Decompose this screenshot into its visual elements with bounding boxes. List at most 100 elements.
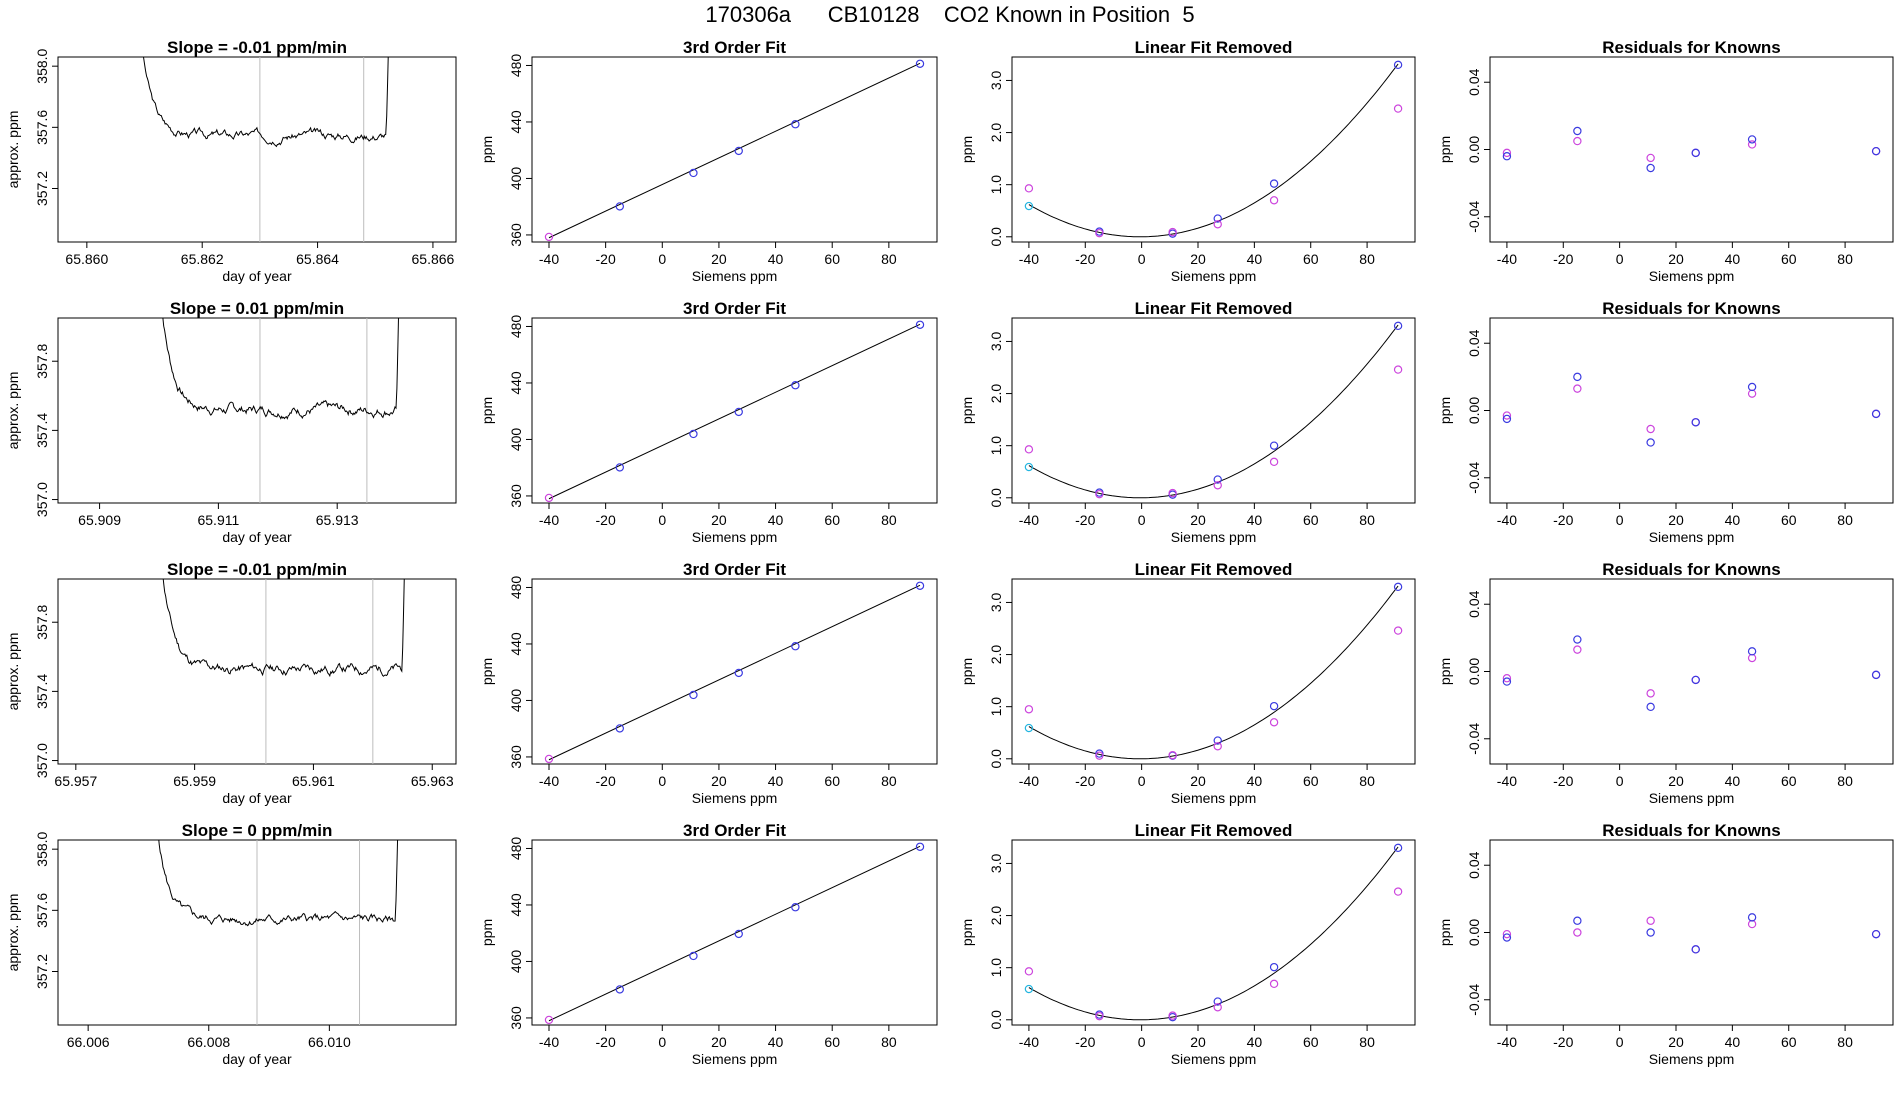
data-point: [1393, 887, 1403, 896]
chart-title: Linear Fit Removed: [1135, 560, 1293, 579]
fit-curve: [1028, 846, 1399, 1021]
x-tick-label: -40: [1497, 512, 1517, 528]
x-tick-label: -20: [1553, 1034, 1573, 1050]
x-tick-label: 20: [1668, 512, 1684, 528]
plot-frame: [1011, 56, 1416, 243]
data-point: [1502, 929, 1512, 939]
plot-area: [158, 840, 399, 1025]
x-tick-label: -40: [1019, 1034, 1039, 1050]
data-point: [1393, 321, 1403, 331]
data-point: [1168, 1011, 1177, 1020]
data-point: [1691, 945, 1700, 954]
x-tick-label: 60: [824, 1034, 840, 1050]
chart-panel: Slope = -0.01 ppm/min 65.957 65.959 65.961 6…: [5, 560, 457, 806]
x-axis-label: Siemens ppm: [692, 1051, 778, 1067]
x-tick-label: 40: [768, 1034, 784, 1050]
x-tick-label: -20: [596, 773, 616, 789]
plot-frame: [1011, 578, 1416, 765]
y-tick-label: 440: [508, 110, 524, 134]
data-point: [1024, 984, 1034, 994]
y-tick-label: 3.0: [988, 593, 1004, 613]
x-tick-label: -20: [1075, 512, 1095, 528]
data-point: [1213, 1003, 1222, 1012]
chart-title: Slope = -0.01 ppm/min: [167, 560, 347, 579]
x-tick-label: 20: [711, 512, 727, 528]
data-point: [1573, 372, 1582, 382]
x-tick-label: 0: [1138, 1034, 1146, 1050]
data-point: [1213, 736, 1222, 745]
x-tick-label: 65.862: [181, 251, 224, 267]
data-point: [1747, 382, 1757, 392]
plot-frame: [531, 56, 938, 243]
chart-panel: Slope = 0 ppm/min 66.006 66.008 66.010 357.2…: [5, 821, 457, 1067]
data-point: [1095, 228, 1104, 238]
x-tick-label: 0: [1138, 251, 1146, 267]
data-point: [915, 320, 925, 329]
plot-area: [1502, 126, 1881, 173]
data-point: [1646, 689, 1655, 698]
data-point: [1502, 152, 1512, 161]
data-point: [1573, 126, 1582, 136]
y-tick-label: 400: [508, 428, 524, 452]
x-tick-label: 60: [1781, 512, 1797, 528]
chart-title: Slope = 0 ppm/min: [182, 821, 333, 840]
y-axis-label: approx. ppm: [5, 633, 21, 711]
x-tick-label: 0: [658, 512, 666, 528]
data-point: [1747, 140, 1757, 149]
chart-title: Linear Fit Removed: [1135, 38, 1293, 57]
x-tick-label: 80: [1359, 251, 1375, 267]
x-axis-label: day of year: [222, 790, 292, 806]
y-tick-label: 480: [508, 576, 524, 600]
data-point: [1646, 928, 1655, 937]
data-point: [615, 202, 624, 211]
x-tick-label: 60: [1781, 251, 1797, 267]
x-tick-label: -20: [1075, 1034, 1095, 1050]
data-point: [1393, 60, 1403, 70]
data-point: [734, 668, 743, 678]
data-point: [544, 754, 554, 764]
y-tick-label: 357.4: [34, 413, 50, 448]
x-axis-label: day of year: [222, 1051, 292, 1067]
fit-line: [548, 62, 921, 239]
x-tick-label: 40: [768, 251, 784, 267]
chart-panel: Residuals for Knowns -40 -20 0 20 40 60 80 -0.04…: [1437, 560, 1894, 806]
x-tick-label: 80: [881, 1034, 897, 1050]
x-tick-label: 20: [1190, 773, 1206, 789]
x-tick-label: 80: [881, 773, 897, 789]
data-point: [1393, 104, 1403, 113]
x-tick-label: 0: [658, 251, 666, 267]
x-tick-label: 40: [1725, 251, 1741, 267]
data-point: [1024, 462, 1034, 472]
y-axis-label: ppm: [959, 919, 975, 946]
x-axis-label: Siemens ppm: [692, 790, 778, 806]
plot-frame: [1011, 317, 1416, 504]
plot-area: [544, 59, 925, 242]
data-point: [1393, 626, 1403, 635]
y-tick-label: 0.0: [988, 749, 1004, 769]
y-tick-label: 0.0: [988, 1010, 1004, 1030]
fit-curve: [1028, 585, 1399, 760]
data-point: [1646, 916, 1655, 925]
data-point: [1502, 414, 1512, 424]
chart-title: 3rd Order Fit: [683, 560, 786, 579]
x-axis-label: day of year: [222, 529, 292, 545]
x-tick-label: 60: [1303, 1034, 1319, 1050]
x-tick-label: 65.959: [173, 773, 216, 789]
y-tick-label: 0.0: [988, 227, 1004, 247]
y-tick-label: 357.8: [34, 604, 50, 639]
x-tick-label: 80: [1837, 1034, 1853, 1050]
fit-curve: [1028, 63, 1399, 238]
x-tick-label: 60: [1303, 773, 1319, 789]
y-tick-label: 360: [508, 745, 524, 769]
chart-panel: 3rd Order Fit -40 -20 0 20 40 60 80 360 400 440 480…: [479, 38, 938, 284]
chart-panel: Linear Fit Removed -40 -20 0 20 40 60 80 0.0 1.0 2…: [959, 821, 1416, 1067]
data-trace-line: [158, 840, 399, 927]
data-point: [544, 1015, 554, 1025]
y-tick-label: 357.4: [34, 674, 50, 709]
data-point: [615, 985, 624, 994]
data-point: [689, 168, 698, 178]
data-point: [1747, 913, 1757, 922]
y-tick-label: 400: [508, 689, 524, 713]
x-tick-label: 20: [1190, 1034, 1206, 1050]
data-point: [915, 581, 925, 590]
